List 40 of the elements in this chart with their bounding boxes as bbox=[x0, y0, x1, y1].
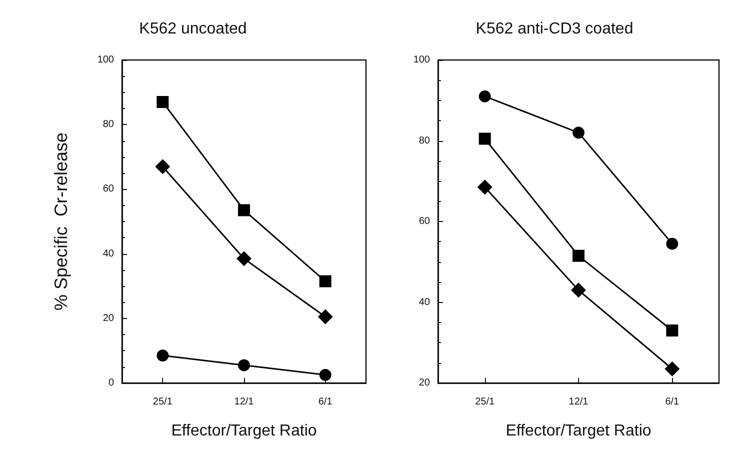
chart-title: K562 uncoated bbox=[139, 20, 247, 38]
point bbox=[478, 90, 491, 102]
x-tick-label: 25/1 bbox=[152, 396, 173, 408]
point bbox=[236, 251, 252, 266]
point bbox=[319, 275, 332, 288]
y-tick-label: 0 bbox=[108, 378, 114, 388]
x-tick-label: 25/1 bbox=[475, 396, 495, 408]
point bbox=[477, 180, 492, 195]
y-tick-label: 40 bbox=[102, 248, 114, 260]
y-tick-label: 20 bbox=[418, 378, 430, 388]
point bbox=[238, 204, 250, 216]
y-axis-title: % Specific Cr-release bbox=[51, 132, 71, 311]
y-tick-label: 100 bbox=[413, 54, 430, 66]
point bbox=[572, 126, 584, 139]
point bbox=[318, 309, 333, 324]
y-tick-label: 40 bbox=[418, 296, 430, 308]
x-tick-label: 6/1 bbox=[318, 396, 333, 408]
point bbox=[666, 324, 678, 337]
point bbox=[478, 132, 491, 145]
y-tick-label: 60 bbox=[102, 184, 114, 195]
point bbox=[571, 282, 586, 298]
point bbox=[156, 350, 169, 362]
x-tick-label: 6/1 bbox=[665, 396, 680, 408]
point bbox=[156, 96, 169, 108]
x-tick-label: 12/1 bbox=[234, 396, 254, 408]
x-tick-label: 12/1 bbox=[568, 396, 589, 408]
point bbox=[238, 359, 250, 372]
point bbox=[572, 250, 584, 262]
point bbox=[155, 159, 170, 174]
x-axis-title: Effector/Target Ratio bbox=[506, 422, 652, 440]
y-tick-label: 80 bbox=[418, 135, 430, 146]
y-tick-label: 20 bbox=[102, 312, 114, 324]
y-tick-label: 80 bbox=[102, 119, 114, 130]
point bbox=[666, 238, 678, 250]
y-tick-label: 60 bbox=[418, 216, 430, 227]
point bbox=[319, 368, 332, 381]
x-axis-title: Effector/Target Ratio bbox=[171, 422, 317, 440]
point bbox=[664, 361, 680, 376]
chart-title: K562 anti-CD3 coated bbox=[476, 20, 634, 38]
y-tick-label: 100 bbox=[97, 54, 114, 66]
